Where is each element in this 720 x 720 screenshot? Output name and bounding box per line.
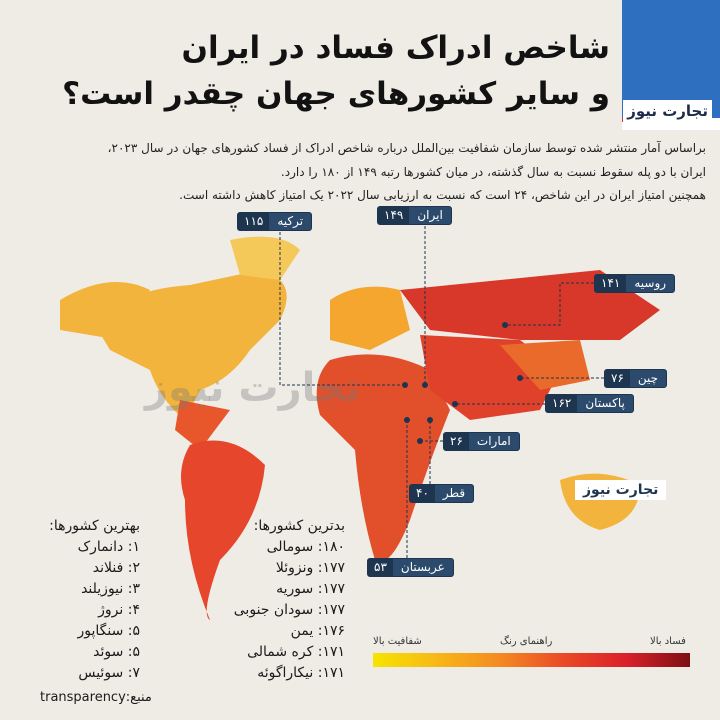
list-item: ۱۸۰: سومالی <box>266 539 345 555</box>
list-item: ۱۷۱: نیکاراگوئه <box>257 665 345 681</box>
watermark: تجارت نیوز <box>145 365 361 411</box>
central-america <box>175 400 230 450</box>
legend-high-label: فساد بالا <box>650 636 686 647</box>
label-pakistan: ۱۶۲ پاکستان <box>545 394 634 413</box>
legend-title: راهنمای رنگ <box>500 636 553 647</box>
label-qatar: ۴۰ قطر <box>409 484 475 503</box>
africa <box>316 354 450 562</box>
worst-heading: بدترین کشورها: <box>253 518 345 534</box>
north-america <box>95 270 287 420</box>
best-heading: بهترین کشورها: <box>49 518 140 534</box>
greenland <box>230 236 300 280</box>
label-saudi: ۵۳ عربستان <box>367 558 454 577</box>
list-item: ۱۷۷: ونزوئلا <box>275 560 345 576</box>
brand-logo: تجارت نیوز <box>622 0 720 130</box>
source: منبع:transparency <box>40 690 152 705</box>
title-line-2: و سایر کشورهای جهان چقدر است؟ <box>62 76 610 112</box>
label-turkey: ۱۱۵ ترکیه <box>237 212 313 231</box>
list-item: ۵: سنگاپور <box>77 623 140 639</box>
europe <box>330 286 410 350</box>
list-item: ۲: فنلاند <box>92 560 140 576</box>
intro-line-2: ایران با دو پله سقوط نسبت به سال گذشته، … <box>280 165 706 179</box>
list-item: ۷: سوئیس <box>78 665 140 681</box>
list-item: ۱۷۱: کره شمالی <box>247 644 345 660</box>
list-item: ۴: نروژ <box>98 602 140 618</box>
best-countries-list: بهترین کشورها: ۱: دانمارک ۲: فنلاند ۳: ن… <box>49 516 140 684</box>
list-item: ۱۷۷: سوریه <box>276 581 345 597</box>
label-uae: ۲۶ امارات <box>443 432 520 451</box>
south-america <box>181 440 265 620</box>
intro-line-1: براساس آمار منتشر شده توسط سازمان شفافیت… <box>107 141 706 155</box>
worst-countries-list: بدترین کشورها: ۱۸۰: سومالی ۱۷۷: ونزوئلا … <box>234 516 345 684</box>
list-item: ۱۷۶: یمن <box>290 623 345 639</box>
list-item: ۳: نیوزیلند <box>81 581 140 597</box>
label-iran: ۱۴۹ ایران <box>377 206 452 225</box>
legend-low-label: شفافیت بالا <box>373 636 422 647</box>
title-line-1: شاخص ادراک فساد در ایران <box>181 30 610 66</box>
intro-line-3: همچنین امتیاز ایران در این شاخص، ۲۴ است … <box>179 188 706 202</box>
list-item: ۵: سوئد <box>93 644 140 660</box>
map-brand-logo: تجارت نیوز <box>575 480 667 500</box>
list-item: ۱۷۷: سودان جنوبی <box>233 602 345 618</box>
canada-west <box>60 282 150 340</box>
label-china: ۷۶ چین <box>604 369 668 388</box>
brand-logo-text: تجارت نیوز <box>623 100 712 122</box>
list-item: ۱: دانمارک <box>77 539 140 555</box>
label-russia: ۱۴۱ روسیه <box>594 274 676 293</box>
legend-color-bar <box>373 653 690 667</box>
